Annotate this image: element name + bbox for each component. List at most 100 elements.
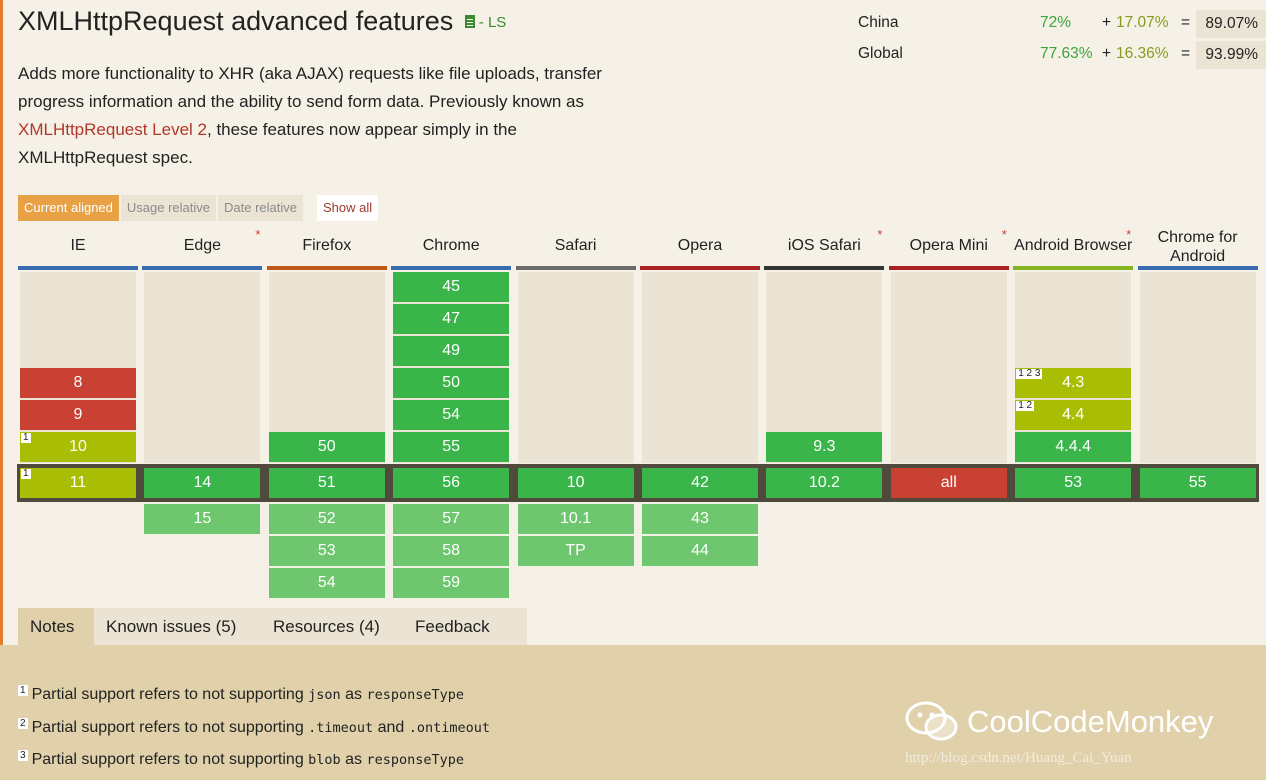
future-version-cell[interactable]: 57 — [393, 504, 510, 534]
version-number: 9.3 — [813, 438, 836, 455]
browser-name: Safari — [554, 237, 597, 254]
region-label[interactable]: Global — [858, 45, 903, 62]
date-relative-button[interactable]: Date relative — [218, 195, 303, 221]
usage-relative-button[interactable]: Usage relative — [120, 195, 216, 221]
note-2: 2 Partial support refers to not supportin… — [18, 718, 490, 737]
browser-header-android-browser[interactable]: Android Browser * — [1013, 226, 1133, 266]
future-version-cell[interactable]: 52 — [268, 504, 385, 534]
browser-header-ios-safari[interactable]: iOS Safari * — [764, 226, 884, 266]
version-cell[interactable]: 47 — [393, 304, 510, 334]
equals-sign: = — [1181, 45, 1191, 62]
note-code: .ontimeout — [408, 720, 491, 736]
version-cell[interactable]: 1 2 4.4 — [1015, 400, 1132, 430]
version-cell[interactable]: 54 — [393, 400, 510, 430]
tab-feedback[interactable]: Feedback — [403, 608, 527, 646]
column-background — [1139, 272, 1256, 463]
future-version-cell[interactable]: 53 — [268, 536, 385, 566]
watermark-url: http://blog.csdn.net/Huang_Cai_Yuan — [905, 750, 1132, 766]
current-aligned-button[interactable]: Current aligned — [18, 195, 119, 221]
browser-color-bar — [888, 266, 1009, 270]
future-version-cell[interactable]: 44 — [642, 536, 758, 566]
browser-header-safari[interactable]: Safari — [516, 226, 636, 266]
version-cell[interactable]: 1 10 — [20, 432, 136, 462]
version-cell[interactable]: 49 — [393, 336, 510, 366]
future-version-cell[interactable]: TP — [517, 536, 634, 566]
show-all-button[interactable]: Show all — [316, 195, 379, 221]
note-number: 1 — [18, 685, 28, 696]
browser-header-firefox[interactable]: Firefox — [267, 226, 387, 266]
browser-header-chrome-for-android[interactable]: Chrome for Android — [1138, 226, 1258, 266]
version-number: 56 — [442, 474, 461, 491]
browser-color-bar — [640, 266, 760, 270]
browser-header-chrome[interactable]: Chrome — [391, 226, 511, 266]
current-version-cell[interactable]: 51 — [268, 468, 385, 498]
tab-resources[interactable]: Resources (4) — [261, 608, 407, 646]
version-number: 55 — [1188, 474, 1207, 491]
browser-color-bar — [142, 266, 263, 270]
current-version-cell[interactable]: all — [890, 468, 1007, 498]
status-badge[interactable]: - LS — [478, 14, 507, 31]
view-controls: Current aligned Usage relative Date rela… — [18, 195, 380, 221]
partial-support-pct: 16.36% — [1116, 45, 1169, 62]
prefix-asterisk: * — [1126, 227, 1132, 242]
current-version-cell[interactable]: 1 11 — [20, 468, 136, 498]
future-version-cell[interactable]: 59 — [393, 568, 510, 598]
browser-name: Chrome for Android — [1157, 229, 1238, 265]
note-code: responseType — [366, 687, 465, 703]
current-version-cell[interactable]: 56 — [393, 468, 510, 498]
browser-header-opera-mini[interactable]: Opera Mini * — [889, 226, 1009, 266]
version-number: 4.4 — [1062, 406, 1085, 423]
version-cell[interactable]: 4.4.4 — [1015, 432, 1132, 462]
version-number: 55 — [442, 438, 461, 455]
total-pct-box: 89.07% — [1196, 10, 1266, 38]
current-version-cell[interactable]: 42 — [642, 468, 758, 498]
browser-header-edge[interactable]: Edge * — [142, 226, 262, 266]
current-version-cell[interactable]: 14 — [144, 468, 261, 498]
version-number: 54 — [442, 406, 461, 423]
note-marker: 1 2 — [1016, 400, 1035, 411]
current-version-cell[interactable]: 53 — [1015, 468, 1132, 498]
version-cell[interactable]: 45 — [393, 272, 510, 302]
column-background — [890, 272, 1007, 463]
version-number: 53 — [1064, 474, 1083, 491]
version-number: 42 — [691, 474, 709, 491]
tab-known-issues[interactable]: Known issues (5) — [94, 608, 265, 646]
version-cell[interactable]: 55 — [393, 432, 510, 462]
version-number: 10 — [69, 438, 87, 455]
version-number: 10.2 — [808, 474, 840, 491]
spec-link[interactable]: XMLHttpRequest Level 2 — [18, 120, 207, 139]
version-cell[interactable]: 50 — [268, 432, 385, 462]
future-version-cell[interactable]: 15 — [144, 504, 261, 534]
total-pct-box: 93.99% — [1196, 41, 1266, 69]
tab-notes[interactable]: Notes — [18, 608, 106, 646]
version-number: 10.1 — [560, 510, 592, 527]
browser-color-bar — [764, 266, 885, 270]
version-cell[interactable]: 1 2 3 4.3 — [1015, 368, 1132, 398]
version-cell[interactable]: 8 — [20, 368, 136, 398]
column-background — [766, 272, 883, 463]
version-number: 11 — [69, 474, 87, 491]
current-version-cell[interactable]: 10 — [517, 468, 634, 498]
future-version-cell[interactable]: 43 — [642, 504, 758, 534]
future-version-cell[interactable]: 58 — [393, 536, 510, 566]
browser-header-ie[interactable]: IE — [18, 226, 138, 266]
spec-status[interactable]: - LS — [464, 14, 507, 31]
current-version-cell[interactable]: 55 — [1139, 468, 1256, 498]
browser-color-bar — [18, 266, 138, 270]
current-version-cell[interactable]: 10.2 — [766, 468, 883, 498]
future-version-cell[interactable]: 10.1 — [517, 504, 634, 534]
browser-name: Opera Mini — [909, 237, 988, 254]
partial-support-pct: 17.07% — [1116, 14, 1169, 31]
column-background — [20, 272, 136, 463]
version-cell[interactable]: 9 — [20, 400, 136, 430]
page-title: XMLHttpRequest advanced features - LS — [18, 6, 506, 37]
full-support-pct: 72% — [1040, 14, 1072, 31]
version-cell[interactable]: 9.3 — [766, 432, 883, 462]
future-version-cell[interactable]: 54 — [268, 568, 385, 598]
browser-header-opera[interactable]: Opera — [640, 226, 760, 266]
browser-color-bar — [266, 266, 387, 270]
region-label[interactable]: China — [858, 14, 899, 31]
version-cell[interactable]: 50 — [393, 368, 510, 398]
note-text: and — [373, 719, 409, 736]
version-number: TP — [565, 542, 586, 559]
